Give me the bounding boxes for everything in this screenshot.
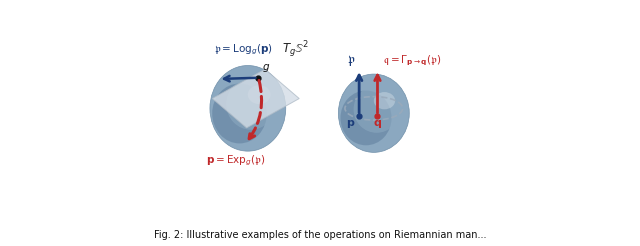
Ellipse shape xyxy=(339,74,410,152)
Text: $\mathbf{p}$: $\mathbf{p}$ xyxy=(346,118,355,130)
Text: $T_g\mathbb{S}^2$: $T_g\mathbb{S}^2$ xyxy=(282,39,308,60)
Text: $\mathfrak{p}$: $\mathfrak{p}$ xyxy=(348,53,355,68)
Text: Fig. 2: Illustrative examples of the operations on Riemannian man...: Fig. 2: Illustrative examples of the ope… xyxy=(154,231,486,240)
Ellipse shape xyxy=(226,78,275,130)
Text: $\mathbf{p} = \mathrm{Exp}_g(\mathfrak{p})$: $\mathbf{p} = \mathrm{Exp}_g(\mathfrak{p… xyxy=(206,154,266,168)
Ellipse shape xyxy=(374,92,395,109)
Ellipse shape xyxy=(212,83,267,143)
Ellipse shape xyxy=(353,86,400,133)
Polygon shape xyxy=(212,69,300,128)
Ellipse shape xyxy=(210,65,285,151)
Ellipse shape xyxy=(248,85,271,104)
Text: $\mathfrak{p} = \mathrm{Log}_g(\mathbf{p})$: $\mathfrak{p} = \mathrm{Log}_g(\mathbf{p… xyxy=(214,42,273,57)
Text: $\mathbf{q}$: $\mathbf{q}$ xyxy=(373,118,382,130)
Ellipse shape xyxy=(340,91,392,145)
Text: $\mathfrak{q} = \Gamma_{\mathbf{p}\rightarrow\mathbf{q}}(\mathfrak{p})$: $\mathfrak{q} = \Gamma_{\mathbf{p}\right… xyxy=(383,53,442,68)
Text: $g$: $g$ xyxy=(262,62,270,74)
